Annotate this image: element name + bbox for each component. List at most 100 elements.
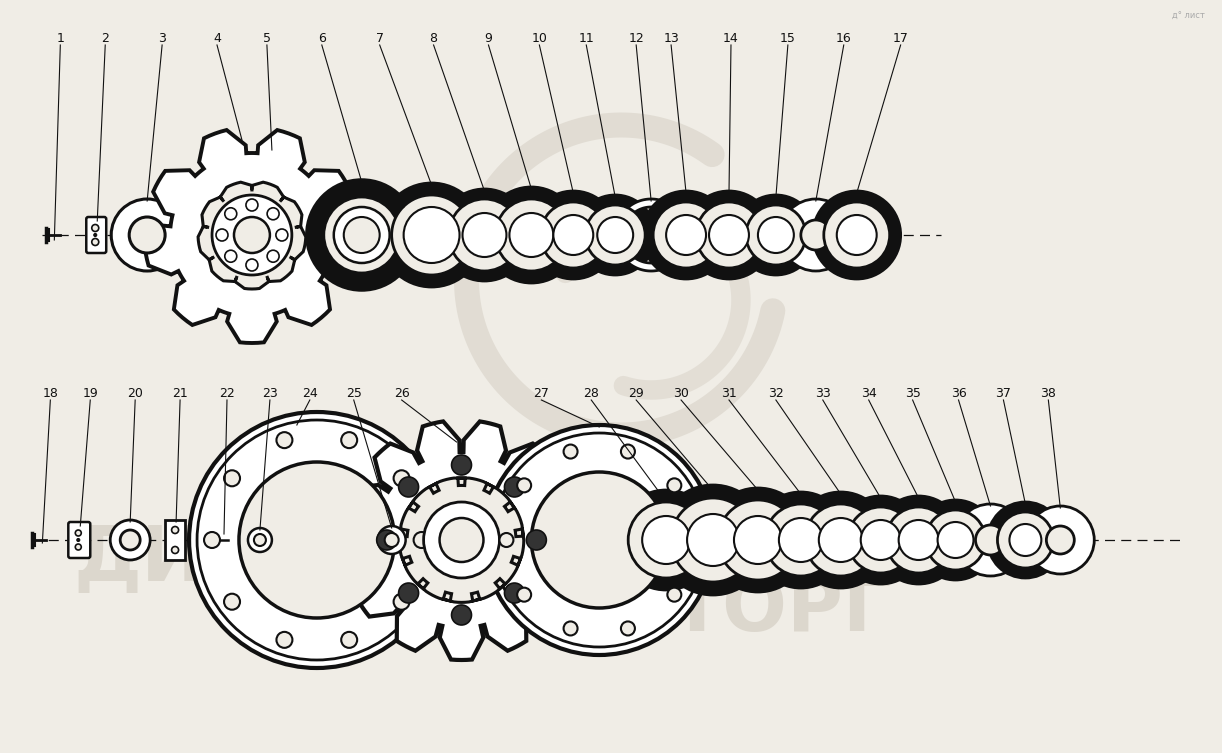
Text: 30: 30	[673, 386, 689, 400]
Circle shape	[439, 189, 530, 281]
Text: 26: 26	[393, 386, 409, 400]
Circle shape	[642, 191, 730, 279]
Circle shape	[385, 533, 398, 547]
Text: 18: 18	[43, 386, 59, 400]
Circle shape	[492, 433, 706, 647]
Text: 31: 31	[721, 386, 737, 400]
Circle shape	[343, 217, 380, 253]
Circle shape	[819, 518, 863, 562]
Circle shape	[517, 478, 532, 492]
Circle shape	[1009, 524, 1041, 556]
Circle shape	[527, 530, 546, 550]
Circle shape	[268, 208, 279, 220]
Circle shape	[225, 250, 237, 262]
Circle shape	[687, 514, 739, 566]
Circle shape	[598, 217, 633, 253]
Circle shape	[860, 520, 901, 560]
Circle shape	[642, 516, 690, 564]
Circle shape	[997, 512, 1053, 568]
Circle shape	[925, 510, 985, 570]
Circle shape	[1026, 506, 1094, 574]
Circle shape	[393, 471, 409, 486]
Polygon shape	[342, 422, 582, 660]
Circle shape	[915, 500, 996, 580]
Text: 9: 9	[485, 32, 492, 44]
Text: 34: 34	[860, 386, 876, 400]
Text: 27: 27	[534, 386, 550, 400]
Circle shape	[745, 205, 805, 265]
Text: 7: 7	[375, 32, 384, 44]
Text: 10: 10	[532, 32, 547, 44]
Text: 13: 13	[664, 32, 679, 44]
Circle shape	[392, 195, 472, 275]
Text: 38: 38	[1040, 386, 1056, 400]
Circle shape	[92, 239, 99, 245]
Circle shape	[189, 412, 445, 668]
Circle shape	[204, 532, 220, 548]
FancyBboxPatch shape	[87, 217, 106, 253]
Circle shape	[563, 444, 578, 459]
Circle shape	[758, 217, 794, 253]
Circle shape	[576, 195, 655, 275]
Circle shape	[837, 496, 925, 584]
Text: 15: 15	[780, 32, 796, 44]
Circle shape	[734, 516, 782, 564]
Circle shape	[76, 544, 82, 550]
Text: 24: 24	[302, 386, 318, 400]
Circle shape	[585, 205, 645, 265]
Circle shape	[171, 547, 178, 553]
Circle shape	[225, 208, 237, 220]
Circle shape	[77, 538, 79, 541]
Text: 29: 29	[628, 386, 644, 400]
Circle shape	[76, 530, 82, 536]
Circle shape	[334, 207, 390, 263]
Circle shape	[94, 233, 97, 236]
Circle shape	[653, 202, 719, 268]
Circle shape	[736, 195, 816, 275]
Circle shape	[398, 583, 419, 603]
Text: ДИНАМИКА: ДИНАМИКА	[73, 523, 590, 597]
Text: 28: 28	[583, 386, 599, 400]
Circle shape	[111, 199, 183, 271]
Circle shape	[224, 593, 240, 610]
Circle shape	[240, 462, 395, 618]
Polygon shape	[400, 478, 524, 602]
Circle shape	[563, 621, 578, 636]
Circle shape	[898, 520, 938, 560]
Text: 11: 11	[578, 32, 594, 44]
Text: 32: 32	[767, 386, 783, 400]
Text: ТОРГ: ТОРГ	[670, 573, 892, 647]
Circle shape	[800, 220, 831, 250]
Circle shape	[848, 507, 914, 573]
Circle shape	[510, 213, 554, 257]
Circle shape	[793, 492, 888, 588]
Circle shape	[875, 496, 963, 584]
Circle shape	[213, 195, 292, 275]
Circle shape	[697, 202, 763, 268]
Circle shape	[254, 534, 266, 546]
Circle shape	[398, 202, 404, 208]
Polygon shape	[198, 182, 306, 289]
Circle shape	[307, 180, 417, 290]
Circle shape	[130, 217, 165, 253]
Circle shape	[505, 583, 524, 603]
Circle shape	[248, 528, 273, 552]
Text: 14: 14	[723, 32, 739, 44]
Text: 5: 5	[263, 32, 271, 44]
Text: 25: 25	[346, 386, 362, 400]
Circle shape	[753, 492, 849, 588]
Text: 36: 36	[951, 386, 967, 400]
Circle shape	[197, 420, 436, 660]
Circle shape	[171, 526, 178, 533]
Text: 4: 4	[213, 32, 221, 44]
Circle shape	[671, 498, 755, 582]
Circle shape	[686, 191, 772, 279]
Text: 17: 17	[893, 32, 909, 44]
Text: 2: 2	[101, 32, 109, 44]
Polygon shape	[144, 130, 359, 343]
Circle shape	[452, 455, 472, 475]
Circle shape	[621, 621, 635, 636]
Circle shape	[341, 632, 357, 648]
Text: 6: 6	[318, 32, 326, 44]
Circle shape	[667, 587, 682, 602]
